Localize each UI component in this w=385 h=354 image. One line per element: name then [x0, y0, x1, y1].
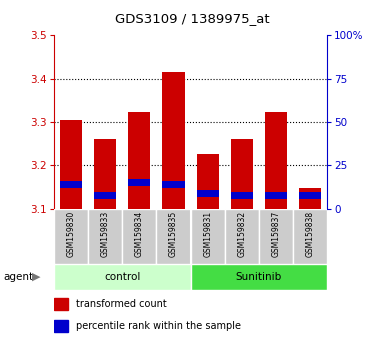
- Text: GSM159834: GSM159834: [135, 211, 144, 257]
- Bar: [231, 139, 253, 209]
- Bar: [191, 209, 225, 264]
- Bar: [94, 192, 116, 199]
- Bar: [162, 72, 184, 209]
- Bar: [162, 181, 184, 188]
- Bar: [88, 209, 122, 264]
- Bar: [54, 298, 68, 310]
- Text: agent: agent: [4, 272, 34, 282]
- Text: GSM159830: GSM159830: [67, 211, 75, 257]
- Text: control: control: [104, 272, 141, 282]
- Bar: [191, 264, 327, 290]
- Bar: [54, 264, 191, 290]
- Bar: [299, 188, 321, 209]
- Bar: [94, 139, 116, 209]
- Text: transformed count: transformed count: [76, 299, 167, 309]
- Text: GSM159832: GSM159832: [237, 211, 246, 257]
- Bar: [156, 209, 191, 264]
- Bar: [231, 192, 253, 199]
- Bar: [197, 154, 219, 209]
- Bar: [265, 112, 287, 209]
- Text: GDS3109 / 1389975_at: GDS3109 / 1389975_at: [115, 12, 270, 25]
- Text: Sunitinib: Sunitinib: [236, 272, 282, 282]
- Bar: [128, 112, 151, 209]
- Bar: [225, 209, 259, 264]
- Bar: [293, 209, 327, 264]
- Text: percentile rank within the sample: percentile rank within the sample: [76, 321, 241, 331]
- Text: GSM159835: GSM159835: [169, 211, 178, 257]
- Text: GSM159831: GSM159831: [203, 211, 212, 257]
- Bar: [122, 209, 156, 264]
- Bar: [54, 320, 68, 332]
- Text: GSM159833: GSM159833: [100, 211, 110, 257]
- Text: ▶: ▶: [32, 272, 41, 282]
- Bar: [128, 179, 151, 186]
- Bar: [197, 190, 219, 197]
- Bar: [60, 120, 82, 209]
- Text: GSM159838: GSM159838: [306, 211, 315, 257]
- Bar: [60, 181, 82, 188]
- Bar: [265, 192, 287, 199]
- Text: GSM159837: GSM159837: [271, 211, 281, 257]
- Bar: [54, 209, 88, 264]
- Bar: [259, 209, 293, 264]
- Bar: [299, 192, 321, 199]
